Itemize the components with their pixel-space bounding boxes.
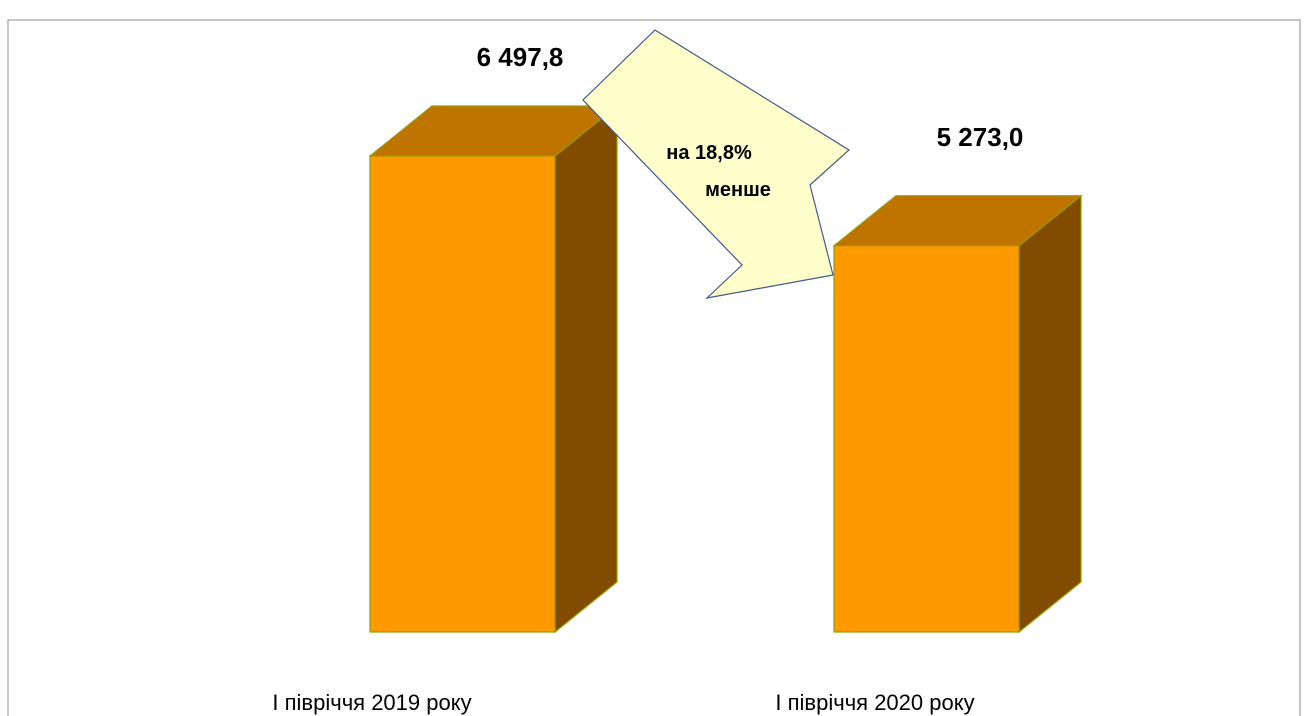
value-label-2019: 6 497,8	[477, 42, 564, 72]
decrease-arrow	[582, 29, 850, 299]
category-label-2019: І півріччя 2019 року	[272, 690, 471, 715]
bar-2019-front	[369, 155, 556, 633]
bar-2020	[832, 194, 1083, 634]
value-label-2020: 5 273,0	[937, 122, 1024, 152]
category-label-2020: І півріччя 2020 року	[775, 690, 974, 715]
bar-2020-front	[833, 245, 1020, 633]
change-annotation-line2: менше	[705, 179, 771, 201]
change-annotation-line1: на 18,8%	[666, 142, 752, 164]
bar-2019-side	[554, 104, 618, 634]
bar-2020-side	[1018, 194, 1082, 634]
bar-2019	[368, 104, 619, 634]
